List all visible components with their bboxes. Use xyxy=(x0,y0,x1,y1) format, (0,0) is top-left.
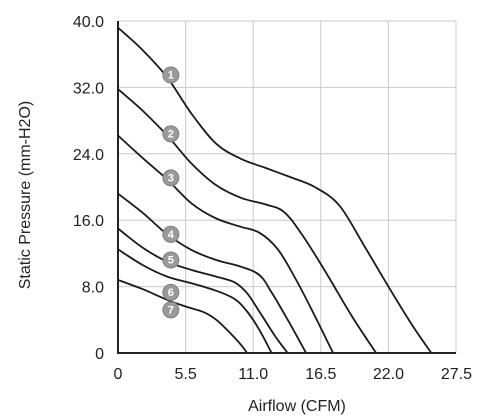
x-tick-label: 11.0 xyxy=(238,366,268,383)
curve-line-2 xyxy=(117,88,377,354)
curve-line-7 xyxy=(117,279,248,354)
x-tick-label: 16.5 xyxy=(305,366,336,383)
x-tick-label: 27.5 xyxy=(441,366,472,383)
curve-marker-5: 5 xyxy=(162,251,180,269)
marker-badge xyxy=(162,251,180,269)
curve-line-6 xyxy=(117,248,273,354)
y-tick-label: 24.0 xyxy=(73,147,104,164)
curve-markers: 1 2 3 4 5 6 7 xyxy=(162,66,180,319)
marker-badge xyxy=(162,283,180,301)
axes xyxy=(117,21,456,354)
curve-marker-2: 2 xyxy=(162,125,180,143)
y-tick-label: 16.0 xyxy=(73,213,104,230)
curve-marker-7: 7 xyxy=(162,301,180,319)
marker-number: 1 xyxy=(168,69,174,81)
curve-marker-1: 1 xyxy=(162,66,180,84)
marker-number: 7 xyxy=(168,304,174,316)
marker-badge xyxy=(162,301,180,319)
marker-badge xyxy=(162,225,180,243)
y-tick-label: 8.0 xyxy=(82,280,104,297)
marker-number: 3 xyxy=(168,172,174,184)
tick-labels: 0 5.5 11.0 16.5 22.0 27.5 0 8.0 16.0 24.0 32.0 40.0 xyxy=(73,14,472,383)
marker-number: 5 xyxy=(168,255,174,267)
marker-badge xyxy=(162,125,180,143)
curve-line-5 xyxy=(117,227,289,354)
y-tick-label: 0 xyxy=(95,346,104,363)
x-tick-label: 0 xyxy=(114,366,123,383)
marker-badge xyxy=(162,66,180,84)
marker-number: 6 xyxy=(168,287,174,299)
marker-number: 2 xyxy=(168,128,174,140)
curve-marker-4: 4 xyxy=(162,225,180,243)
x-tick-label: 22.0 xyxy=(373,366,404,383)
curve-line-3 xyxy=(117,134,334,354)
x-tick-label: 5.5 xyxy=(174,366,196,383)
curve-marker-3: 3 xyxy=(162,169,180,187)
curve-line-4 xyxy=(117,192,307,354)
marker-badge xyxy=(162,169,180,187)
y-tick-label: 40.0 xyxy=(73,14,104,31)
x-axis-label: Airflow (CFM) xyxy=(248,398,346,415)
y-tick-label: 32.0 xyxy=(73,80,104,97)
marker-number: 4 xyxy=(168,229,175,241)
curve-marker-6: 6 xyxy=(162,283,180,301)
y-axis-label: Static Pressure (mm-H2O) xyxy=(17,101,34,289)
